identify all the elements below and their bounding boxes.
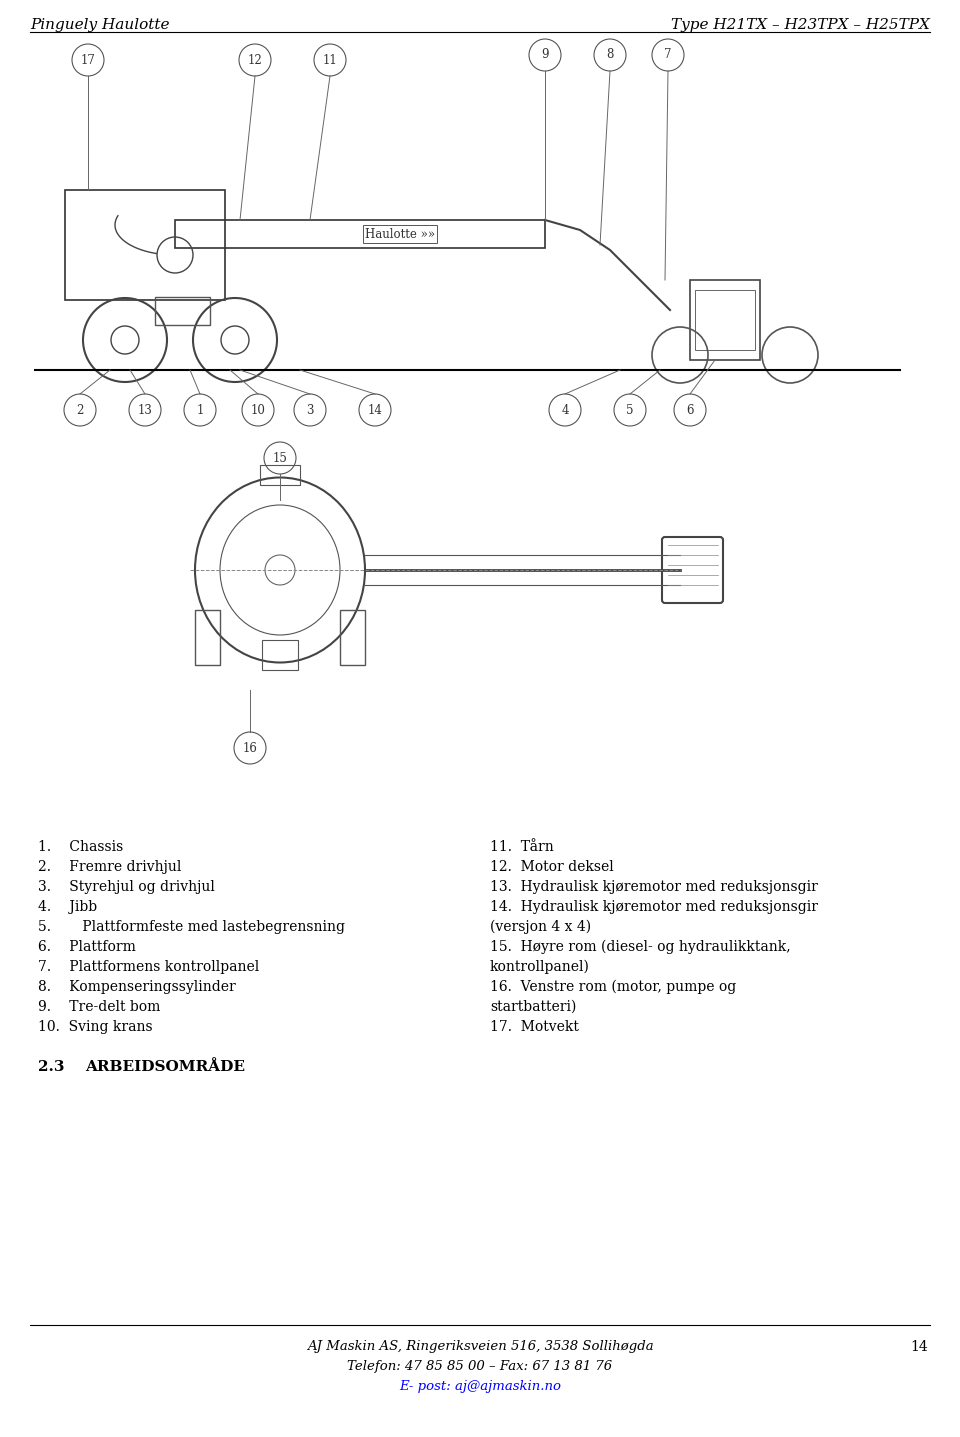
Text: 2: 2 <box>76 404 84 417</box>
Text: 12: 12 <box>248 53 262 66</box>
Text: AJ Maskin AS, Ringeriksveien 516, 3538 Sollihøgda: AJ Maskin AS, Ringeriksveien 516, 3538 S… <box>306 1339 654 1354</box>
Text: 10: 10 <box>251 404 265 417</box>
Bar <box>695 290 755 351</box>
Text: 6.  Plattform: 6. Plattform <box>38 940 136 954</box>
Text: 5: 5 <box>626 404 634 417</box>
Text: 1.  Chassis: 1. Chassis <box>38 841 123 854</box>
Text: 7.  Plattformens kontrollpanel: 7. Plattformens kontrollpanel <box>38 960 259 974</box>
Bar <box>155 297 210 325</box>
Text: 16: 16 <box>243 741 257 754</box>
Bar <box>65 190 225 300</box>
Text: 4: 4 <box>562 404 568 417</box>
Text: 17: 17 <box>81 53 95 66</box>
Text: 11.  Tårn: 11. Tårn <box>490 841 554 854</box>
Text: 2.3: 2.3 <box>38 1061 64 1073</box>
Bar <box>262 639 298 670</box>
Text: 13: 13 <box>137 404 153 417</box>
Text: 4.  Jibb: 4. Jibb <box>38 900 97 914</box>
Text: Type H21TX – H23TPX – H25TPX: Type H21TX – H23TPX – H25TPX <box>671 19 930 32</box>
Text: Telefon: 47 85 85 00 – Fax: 67 13 81 76: Telefon: 47 85 85 00 – Fax: 67 13 81 76 <box>348 1359 612 1372</box>
Text: Haulotte »»: Haulotte »» <box>365 227 435 240</box>
Text: startbatteri): startbatteri) <box>490 1000 576 1015</box>
Text: 15: 15 <box>273 451 287 464</box>
Text: ARBEIDSOMRÅDE: ARBEIDSOMRÅDE <box>85 1061 245 1073</box>
Text: 10.  Sving krans: 10. Sving krans <box>38 1020 153 1035</box>
Text: 12.  Motor deksel: 12. Motor deksel <box>490 859 613 874</box>
Text: 7: 7 <box>664 49 672 62</box>
Bar <box>340 609 365 665</box>
Text: 16.  Venstre rom (motor, pumpe og: 16. Venstre rom (motor, pumpe og <box>490 980 736 994</box>
Text: 14: 14 <box>910 1339 928 1354</box>
Text: 13.  Hydraulisk kjøremotor med reduksjonsgir: 13. Hydraulisk kjøremotor med reduksjons… <box>490 879 818 894</box>
Text: 11: 11 <box>323 53 337 66</box>
Text: 6: 6 <box>686 404 694 417</box>
Text: 2.  Fremre drivhjul: 2. Fremre drivhjul <box>38 859 181 874</box>
Text: E- post: aj@ajmaskin.no: E- post: aj@ajmaskin.no <box>399 1380 561 1392</box>
Text: 17.  Motvekt: 17. Motvekt <box>490 1020 579 1035</box>
Text: 8.  Kompenseringssylinder: 8. Kompenseringssylinder <box>38 980 236 994</box>
Text: kontrollpanel): kontrollpanel) <box>490 960 589 974</box>
Text: (versjon 4 x 4): (versjon 4 x 4) <box>490 920 591 934</box>
Bar <box>195 609 220 665</box>
Text: 3.  Styrehjul og drivhjul: 3. Styrehjul og drivhjul <box>38 879 215 894</box>
Text: 8: 8 <box>607 49 613 62</box>
Text: 1: 1 <box>196 404 204 417</box>
Bar <box>175 220 545 249</box>
Text: 14: 14 <box>368 404 382 417</box>
Bar <box>260 466 300 486</box>
Text: 15.  Høyre rom (diesel- og hydraulikktank,: 15. Høyre rom (diesel- og hydraulikktank… <box>490 940 791 954</box>
Text: 3: 3 <box>306 404 314 417</box>
Text: 5.     Plattformfeste med lastebegrensning: 5. Plattformfeste med lastebegrensning <box>38 920 345 934</box>
Text: 9: 9 <box>541 49 549 62</box>
Text: 14.  Hydraulisk kjøremotor med reduksjonsgir: 14. Hydraulisk kjøremotor med reduksjons… <box>490 900 818 914</box>
Bar <box>690 280 760 361</box>
Text: Pinguely Haulotte: Pinguely Haulotte <box>30 19 170 32</box>
Text: 9.  Tre-delt bom: 9. Tre-delt bom <box>38 1000 160 1015</box>
